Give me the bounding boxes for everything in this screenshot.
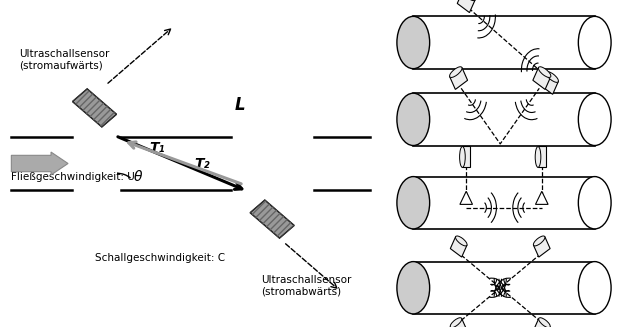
Ellipse shape	[460, 146, 465, 167]
Ellipse shape	[534, 236, 545, 246]
Ellipse shape	[450, 67, 462, 77]
Polygon shape	[536, 191, 548, 204]
Ellipse shape	[450, 318, 462, 327]
Polygon shape	[538, 146, 546, 167]
Text: L: L	[235, 95, 245, 114]
Ellipse shape	[455, 236, 467, 246]
Ellipse shape	[536, 146, 541, 167]
Ellipse shape	[397, 262, 430, 314]
Ellipse shape	[463, 0, 475, 1]
Bar	[413, 16, 595, 69]
Ellipse shape	[578, 93, 611, 146]
Text: Ultraschallsensor
(stromabwärts): Ultraschallsensor (stromabwärts)	[261, 275, 351, 296]
Polygon shape	[462, 146, 470, 167]
Polygon shape	[534, 318, 550, 327]
Ellipse shape	[539, 318, 550, 327]
Ellipse shape	[539, 67, 551, 77]
Polygon shape	[457, 0, 475, 12]
Polygon shape	[450, 318, 467, 327]
Ellipse shape	[397, 16, 430, 69]
Polygon shape	[541, 73, 558, 94]
Ellipse shape	[578, 177, 611, 229]
FancyArrow shape	[11, 152, 68, 175]
Polygon shape	[450, 237, 467, 257]
Ellipse shape	[578, 16, 611, 69]
Polygon shape	[533, 68, 551, 89]
Polygon shape	[250, 200, 294, 238]
Text: T₂: T₂	[195, 157, 210, 171]
Polygon shape	[534, 237, 550, 257]
Polygon shape	[450, 68, 467, 89]
Text: θ: θ	[134, 170, 142, 184]
Text: T₁: T₁	[149, 141, 164, 155]
Bar	[413, 262, 595, 314]
Ellipse shape	[546, 72, 558, 82]
Bar	[413, 93, 595, 146]
Polygon shape	[460, 191, 472, 204]
Ellipse shape	[397, 177, 430, 229]
Text: Fließgeschwindigkeit: U: Fließgeschwindigkeit: U	[11, 172, 135, 181]
Ellipse shape	[397, 93, 430, 146]
Text: Ultraschallsensor
(stromaufwärts): Ultraschallsensor (stromaufwärts)	[19, 49, 109, 71]
Text: Schallgeschwindigkeit: C: Schallgeschwindigkeit: C	[94, 253, 225, 263]
Ellipse shape	[578, 262, 611, 314]
Polygon shape	[72, 89, 117, 127]
Bar	[413, 177, 595, 229]
